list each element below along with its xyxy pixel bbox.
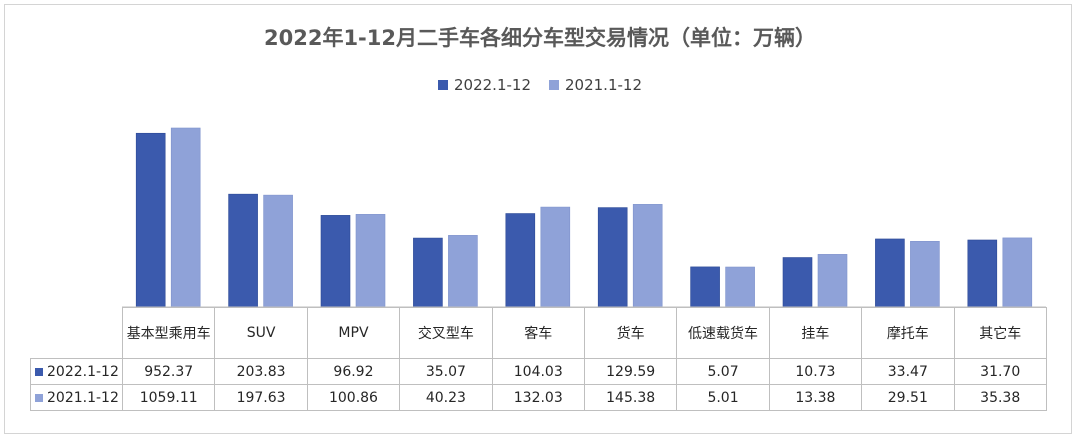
row-swatch-2021 <box>35 393 43 402</box>
data-table-cell: 5.07 <box>676 358 770 385</box>
data-table-cell: 129.59 <box>583 358 678 385</box>
bar-2021 <box>817 254 848 308</box>
bar-2022 <box>597 207 628 308</box>
bar-2021 <box>725 266 755 308</box>
bar-2022 <box>505 213 536 308</box>
category-label: 客车 <box>491 307 585 359</box>
row-label-text-2021: 2021.1-12 <box>47 389 119 406</box>
data-table-cell: 1059.11 <box>121 384 216 411</box>
data-table-cell: 40.23 <box>399 384 493 411</box>
data-table-row-2022: 2022.1-12 952.37 203.83 96.92 35.07 104.03 12… <box>30 358 1047 385</box>
category-label: MPV <box>306 307 401 359</box>
data-table-cell: 13.38 <box>768 384 863 411</box>
category-label: 交叉型车 <box>399 307 493 359</box>
bar-2022 <box>228 193 258 308</box>
data-table-header-row: 基本型乘用车 SUV MPV 交叉型车 客车 货车 低速载货车 挂车 摩托车 其它车 <box>30 307 1047 359</box>
data-table-corner <box>30 307 123 359</box>
category-label: 低速载货车 <box>676 307 770 359</box>
data-table-cell: 35.38 <box>953 384 1047 411</box>
category-label: 挂车 <box>768 307 863 359</box>
data-table-cell: 197.63 <box>214 384 308 411</box>
bar-2021 <box>263 194 293 308</box>
bar-2021 <box>1002 237 1033 308</box>
data-table-cell: 104.03 <box>491 358 585 385</box>
bar-2021 <box>170 127 201 308</box>
category-label: 基本型乘用车 <box>121 307 216 359</box>
data-table-cell: 31.70 <box>953 358 1047 385</box>
data-table-cell: 33.47 <box>861 358 955 385</box>
bar-2022 <box>413 237 443 308</box>
chart-legend: 2022.1-12 2021.1-12 <box>0 76 1080 94</box>
legend-swatch-2022 <box>438 80 448 90</box>
bar-2021 <box>540 206 571 308</box>
category-label: 摩托车 <box>861 307 955 359</box>
bar-2021 <box>355 214 386 308</box>
data-table: 基本型乘用车 SUV MPV 交叉型车 客车 货车 低速载货车 挂车 摩托车 其它车 2022.1… <box>30 307 1047 411</box>
data-table-cell: 29.51 <box>861 384 955 411</box>
data-table-cell: 952.37 <box>121 358 216 385</box>
legend-label-2022: 2022.1-12 <box>454 76 531 94</box>
bar-2021 <box>448 235 478 308</box>
data-table-cell: 35.07 <box>399 358 493 385</box>
category-label: 货车 <box>583 307 678 359</box>
row-swatch-2022 <box>35 367 43 376</box>
data-table-cell: 203.83 <box>214 358 308 385</box>
bar-2022 <box>690 266 720 308</box>
chart-title: 2022年1-12月二手车各细分车型交易情况（单位：万辆） <box>264 26 816 50</box>
bar-2021 <box>632 204 663 308</box>
bar-2022 <box>782 257 813 308</box>
bar-2022 <box>320 215 351 308</box>
legend-item-2021: 2021.1-12 <box>549 76 642 94</box>
bar-2021 <box>910 241 940 308</box>
data-table-row-label-2021: 2021.1-12 <box>30 384 123 411</box>
legend-item-2022: 2022.1-12 <box>438 76 531 94</box>
legend-label-2021: 2021.1-12 <box>565 76 642 94</box>
data-table-cell: 10.73 <box>768 358 863 385</box>
row-label-text-2022: 2022.1-12 <box>47 363 119 380</box>
data-table-row-label-2022: 2022.1-12 <box>30 358 123 385</box>
data-table-cell: 5.01 <box>676 384 770 411</box>
data-table-cell: 96.92 <box>306 358 401 385</box>
category-label: SUV <box>214 307 308 359</box>
legend-swatch-2021 <box>549 80 559 90</box>
bar-2022 <box>967 239 998 308</box>
bar-2022 <box>875 238 905 308</box>
category-label: 其它车 <box>953 307 1047 359</box>
data-table-row-2021: 2021.1-12 1059.11 197.63 100.86 40.23 132.03… <box>30 384 1047 411</box>
data-table-cell: 100.86 <box>306 384 401 411</box>
data-table-cell: 132.03 <box>491 384 585 411</box>
bar-2022 <box>135 132 166 308</box>
data-table-cell: 145.38 <box>583 384 678 411</box>
